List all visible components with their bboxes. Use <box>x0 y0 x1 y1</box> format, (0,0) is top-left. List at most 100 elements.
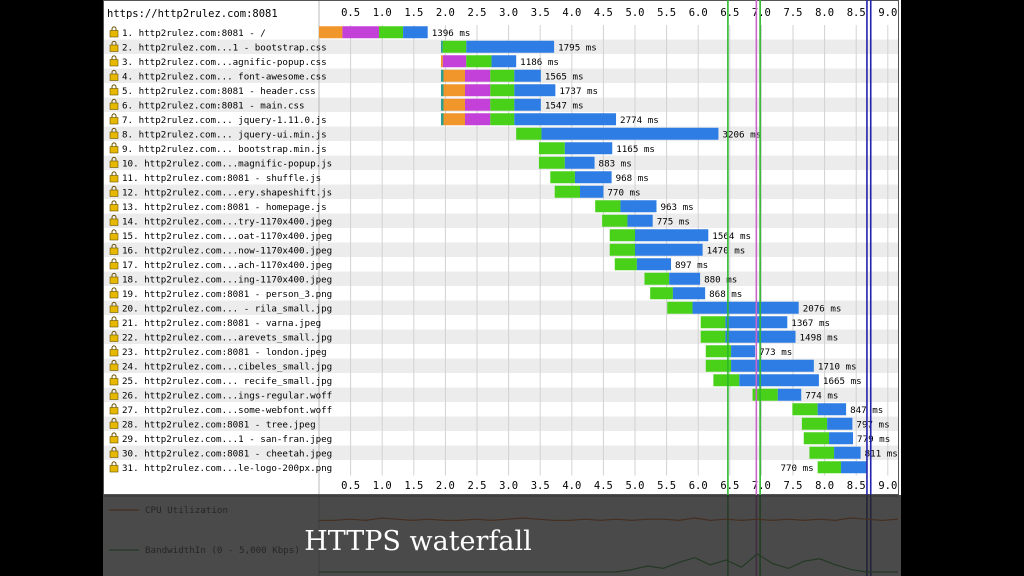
bar-download <box>403 26 428 39</box>
bar-download <box>739 374 819 387</box>
row-stripe <box>103 184 898 199</box>
duration-label: 968 ms <box>616 173 649 184</box>
request-label: 4. http2rulez.com... font-awesome.css <box>122 72 327 83</box>
bar-ttfb <box>490 84 515 97</box>
duration-label: 1470 ms <box>707 246 746 257</box>
lock-shackle <box>111 113 117 118</box>
tick-label-top: 4.5 <box>594 7 613 19</box>
bar-ttfb <box>705 359 732 372</box>
bar-ssl <box>464 84 491 97</box>
tick-label-top: 6.5 <box>720 7 739 19</box>
bar-connect <box>443 84 465 97</box>
request-label: 15. http2rulez.com...oat-1170x400.jpeg <box>122 231 332 242</box>
lock-shackle <box>111 185 117 190</box>
lock-shackle <box>111 243 117 248</box>
bar-download <box>564 142 613 155</box>
row-stripe <box>103 373 898 388</box>
request-label: 11. http2rulez.com:8081 - shuffle.js <box>122 173 321 184</box>
bar-ttfb <box>644 272 670 285</box>
tick-label-bottom: 7.5 <box>784 480 803 492</box>
request-label: 24. http2rulez.com...cibeles_small.jpg <box>122 362 332 373</box>
lock-icon <box>109 276 119 284</box>
tick-label-top: 1.0 <box>373 7 392 19</box>
row-stripe <box>103 329 898 344</box>
duration-label: 779 ms <box>857 434 890 445</box>
bar-download <box>827 417 853 430</box>
waterfall-chart: https://http2rulez.com:8081 0.5 0.5 1.0 1.0 1… <box>103 0 901 576</box>
bar-ssl <box>342 26 380 39</box>
duration-label: 775 ms <box>657 217 690 228</box>
bar-connect <box>443 113 465 126</box>
bar-ttfb <box>490 98 515 111</box>
tick-label-top: 7.0 <box>752 7 771 19</box>
lock-shackle <box>111 26 117 31</box>
duration-label: 797 ms <box>856 420 889 431</box>
row-stripe <box>103 416 898 431</box>
bar-ttfb <box>609 243 635 256</box>
bar-ttfb <box>379 26 404 39</box>
request-label: 1. http2rulez.com:8081 - / <box>122 28 266 39</box>
lock-icon <box>109 117 119 125</box>
tick-label-top: 2.5 <box>468 7 487 19</box>
tick-label-top: 5.5 <box>657 7 676 19</box>
row-stripe <box>103 431 898 446</box>
bar-ttfb <box>538 142 565 155</box>
duration-label: 1710 ms <box>818 362 857 373</box>
lock-shackle <box>111 374 117 379</box>
lock-icon <box>109 320 119 328</box>
duration-label: 1737 ms <box>559 86 598 97</box>
bar-dns <box>440 69 444 82</box>
tick-label-bottom: 4.5 <box>594 480 613 492</box>
lock-icon <box>109 262 119 270</box>
lock-shackle <box>111 229 117 234</box>
duration-label: 1396 ms <box>432 28 471 39</box>
tick-label-top: 4.0 <box>562 7 581 19</box>
bar-ttfb <box>700 330 726 343</box>
tick-label-top: 9.0 <box>878 7 897 19</box>
chart-border <box>103 0 899 495</box>
request-label: 14. http2rulez.com...try-1170x400.jpeg <box>122 217 332 228</box>
row-stripe <box>103 199 898 214</box>
bar-ssl <box>464 113 491 126</box>
request-label: 18. http2rulez.com...ing-1170x400.jpeg <box>122 275 332 286</box>
lock-shackle <box>111 142 117 147</box>
request-label: 10. http2rulez.com...magnific-popup.js <box>122 159 332 170</box>
lock-icon <box>109 88 119 96</box>
bar-download <box>692 301 799 314</box>
bar-dns <box>440 40 443 53</box>
tick-label-bottom: 6.5 <box>720 480 739 492</box>
bar-connect <box>440 55 443 68</box>
lock-icon <box>109 450 119 458</box>
tick-label-bottom: 0.5 <box>341 480 360 492</box>
tick-label-top: 2.0 <box>436 7 455 19</box>
lock-shackle <box>111 272 117 277</box>
bar-download <box>636 258 672 271</box>
lock-icon <box>109 291 119 299</box>
duration-label: 770 ms <box>780 463 813 474</box>
lock-shackle <box>111 69 117 74</box>
bar-ttfb <box>554 185 581 198</box>
lock-icon <box>109 160 119 168</box>
lock-shackle <box>111 446 117 451</box>
lock-shackle <box>111 316 117 321</box>
lock-icon <box>109 465 119 473</box>
lock-shackle <box>111 171 117 176</box>
lock-icon <box>109 30 119 38</box>
bar-download <box>672 287 706 300</box>
bar-ssl <box>442 55 467 68</box>
request-label: 17. http2rulez.com...ach-1170x400.jpeg <box>122 260 332 271</box>
bar-ttfb <box>442 40 467 53</box>
duration-label: 773 ms <box>759 347 792 358</box>
row-stripe <box>103 170 898 185</box>
lock-shackle <box>111 330 117 335</box>
duration-label: 883 ms <box>599 159 632 170</box>
lock-shackle <box>111 301 117 306</box>
tick-label-bottom: 4.0 <box>562 480 581 492</box>
bar-ssl <box>464 69 491 82</box>
request-label: 23. http2rulez.com:8081 - london.jpeg <box>122 347 327 358</box>
request-label: 6. http2rulez.com:8081 - main.css <box>122 101 305 112</box>
duration-label: 1547 ms <box>545 101 584 112</box>
lock-icon <box>109 204 119 212</box>
request-label: 25. http2rulez.com... recife_small.jpg <box>122 376 332 387</box>
request-label: 3. http2rulez.com...agnific-popup.css <box>122 57 327 68</box>
